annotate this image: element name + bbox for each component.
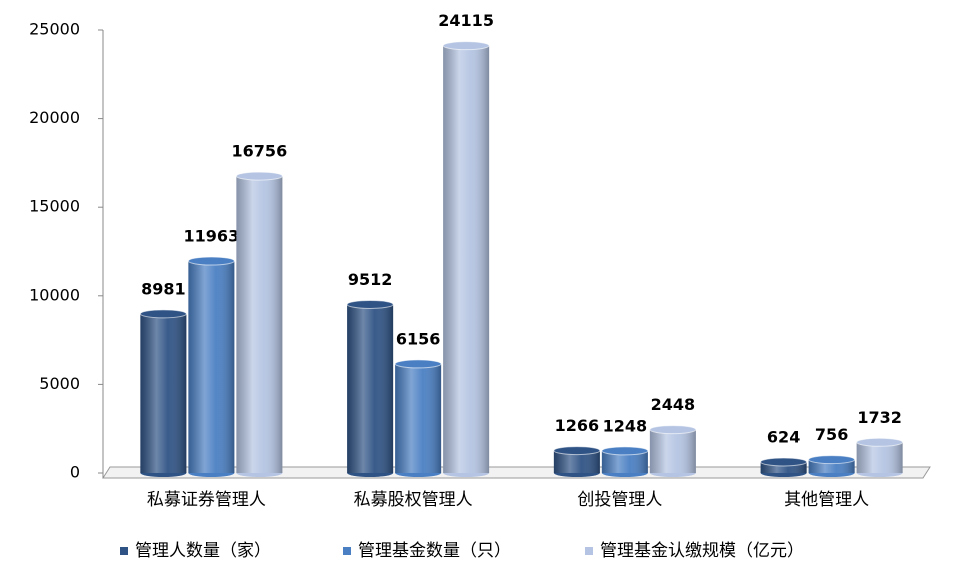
bar-top xyxy=(346,299,394,309)
bar-top xyxy=(442,41,490,51)
y-tick-label: 20000 xyxy=(29,108,80,127)
y-tick-label: 25000 xyxy=(29,20,80,39)
bar-top xyxy=(235,171,283,181)
bar-top xyxy=(187,256,235,266)
data-label: 16756 xyxy=(232,142,288,161)
data-label: 9512 xyxy=(348,270,393,289)
bar-top xyxy=(760,457,808,467)
y-tick-label: 0 xyxy=(70,463,80,482)
legend-marker xyxy=(343,547,351,555)
bar-top xyxy=(139,309,187,319)
legend-label: 管理基金数量（只） xyxy=(358,541,511,561)
bar-top xyxy=(601,446,649,456)
data-label: 1732 xyxy=(857,408,902,427)
data-label: 624 xyxy=(767,427,800,446)
floor xyxy=(102,466,931,479)
data-label: 8981 xyxy=(141,279,186,298)
legend-marker xyxy=(120,547,128,555)
bar-shade xyxy=(649,429,696,473)
bar-top xyxy=(808,455,856,465)
x-tick-label: 私募股权管理人 xyxy=(354,490,473,510)
data-label: 1266 xyxy=(555,416,600,435)
legend-label: 管理人数量（家） xyxy=(135,541,271,561)
bar-shade xyxy=(236,176,283,473)
x-tick-label: 其他管理人 xyxy=(784,490,869,510)
data-label: 11963 xyxy=(184,227,240,246)
y-tick-label: 15000 xyxy=(29,197,80,216)
legend-label: 管理基金认缴规模（亿元） xyxy=(600,541,804,561)
bar-shade xyxy=(553,450,600,473)
legend-marker xyxy=(585,547,593,555)
x-tick-label: 私募证券管理人 xyxy=(147,490,266,510)
bar-shade xyxy=(140,313,187,473)
bar-shade xyxy=(188,261,235,473)
bar-shade xyxy=(856,442,903,473)
x-tick-label: 创投管理人 xyxy=(577,490,662,510)
bar-top xyxy=(394,359,442,369)
bar-shade xyxy=(601,450,648,473)
y-tick-label: 10000 xyxy=(29,285,80,304)
bar-shade xyxy=(395,363,442,473)
bar-top xyxy=(553,446,601,456)
data-label: 6156 xyxy=(396,329,441,348)
bar-top xyxy=(649,425,697,435)
data-label: 24115 xyxy=(438,11,494,30)
y-tick-label: 5000 xyxy=(39,374,80,393)
bar-top xyxy=(856,437,904,447)
data-label: 756 xyxy=(815,425,848,444)
bar-shade xyxy=(347,304,394,473)
data-label: 1248 xyxy=(603,416,648,435)
data-label: 2448 xyxy=(651,395,696,414)
bar-shade xyxy=(443,45,490,474)
bar-shade xyxy=(760,461,807,473)
